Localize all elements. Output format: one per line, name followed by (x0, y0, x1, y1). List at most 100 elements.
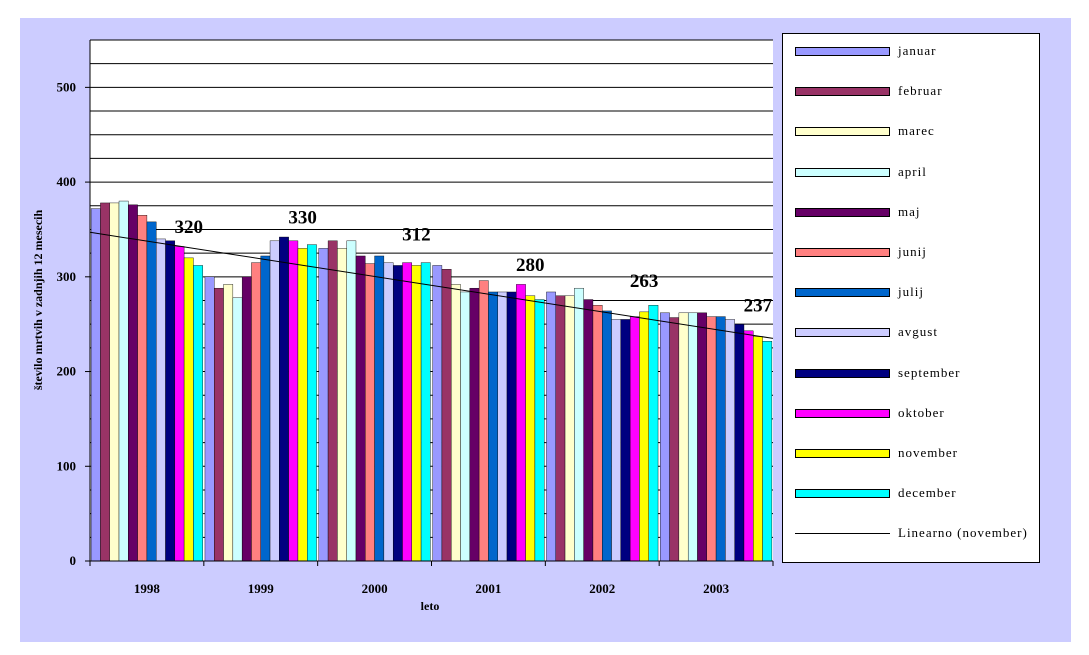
bar-oktober-2000 (402, 262, 412, 562)
legend-item-maj: maj (783, 203, 1039, 223)
legend-item-februar: februar (783, 82, 1039, 102)
legend-swatch (795, 127, 890, 137)
bar-januar-2001 (432, 265, 443, 562)
bar-maj-2000 (355, 255, 366, 562)
legend-label: julij (898, 284, 924, 300)
bar-marec-2001 (451, 284, 461, 562)
bar-november-1998 (183, 257, 194, 562)
bar-avgust-2001 (497, 291, 508, 562)
legend-label: januar (898, 43, 937, 58)
bar-oktober-2001 (516, 284, 526, 562)
bar-maj-2002 (583, 299, 594, 562)
bar-december-2002 (648, 305, 659, 562)
bar-oktober-1999 (288, 240, 299, 562)
bar-marec-2002 (564, 295, 575, 562)
bar-april-2002 (574, 287, 584, 562)
legend-item-julij: julij (783, 283, 1039, 303)
y-tick-label: 300 (57, 269, 77, 284)
bar-junij-2001 (478, 280, 489, 562)
legend-swatch (795, 449, 890, 458)
legend-swatch (795, 489, 890, 499)
bar-april-2000 (346, 240, 357, 562)
legend-label: december (898, 485, 957, 501)
data-labels: 320 330 312 280 263 237 (175, 207, 773, 316)
bar-november-2003 (753, 336, 763, 562)
axes: 0 100 200 300 400 500 1998 1999 2000 2001 2002 2003 (57, 40, 774, 596)
bar-marec-2003 (678, 312, 689, 562)
bar-november-2000 (411, 265, 422, 562)
bar-april-1999 (232, 297, 243, 562)
bar-september-2002 (620, 319, 631, 562)
bar-december-1999 (307, 244, 317, 562)
bar-februar-2003 (669, 317, 680, 562)
legend-line (795, 533, 890, 535)
y-tick-label: 200 (57, 364, 77, 379)
trendline (89, 231, 774, 339)
bar-junij-2000 (365, 263, 375, 562)
bar-december-1998 (193, 265, 203, 562)
bar-november-2001 (525, 295, 536, 562)
data-label-2000: 312 (402, 224, 431, 245)
legend-label: avgust (898, 324, 938, 340)
y-tick-label: 100 (57, 458, 77, 473)
x-tick-label-2003: 2003 (703, 581, 730, 596)
legend-label: september (898, 364, 961, 380)
y-tick-label: 0 (70, 553, 77, 568)
legend-item-junij: junij (783, 243, 1039, 263)
bar-januar-2003 (660, 312, 670, 562)
legend-swatch (795, 248, 890, 257)
bar-oktober-1998 (174, 246, 185, 562)
bar-september-1998 (165, 240, 176, 562)
legend-item-december: december (783, 484, 1039, 504)
legend-label: april (898, 163, 927, 179)
x-axis-title: leto (421, 599, 440, 613)
x-tick-label-1998: 1998 (134, 581, 161, 596)
legend-swatch (795, 207, 890, 217)
gridlines (90, 39, 773, 538)
bar-maj-2001 (469, 287, 480, 562)
legend-swatch (795, 368, 890, 378)
bar-september-2000 (392, 265, 403, 562)
bar-maj-1999 (241, 276, 252, 562)
bar-november-1999 (297, 248, 308, 562)
data-label-1999: 330 (288, 207, 317, 228)
legend-swatch (795, 408, 890, 418)
bar-april-2001 (460, 291, 471, 562)
bar-marec-2000 (337, 248, 347, 562)
legend-swatch (795, 328, 890, 338)
y-axis-title: število mrtvih v zadnjih 12 mesecih (31, 210, 45, 391)
data-label-1998: 320 (175, 217, 204, 238)
bar-julij-2002 (602, 310, 612, 562)
bar-december-2003 (762, 341, 773, 562)
bar-maj-2003 (697, 312, 707, 562)
legend-label: oktober (898, 404, 945, 420)
legend-swatch (795, 47, 890, 56)
bar-julij-2001 (488, 291, 498, 562)
bar-avgust-1999 (269, 240, 280, 562)
bar-marec-1998 (109, 202, 120, 562)
bar-september-1999 (279, 236, 289, 562)
legend-label: februar (898, 83, 943, 99)
legend-label: marec (898, 123, 935, 139)
bar-april-2003 (687, 312, 698, 562)
bar-februar-2001 (441, 269, 452, 562)
legend-item-september: september (783, 364, 1039, 384)
bar-september-2001 (506, 291, 517, 562)
bar-junij-2002 (592, 305, 603, 562)
bar-avgust-2000 (383, 262, 394, 562)
legend-swatch (795, 288, 890, 298)
x-tick-label-2002: 2002 (589, 581, 615, 596)
bar-avgust-2003 (725, 319, 735, 562)
legend-label: november (898, 445, 958, 460)
y-tick-label: 400 (57, 174, 77, 189)
bar-december-2001 (534, 299, 545, 562)
x-tick-label-2000: 2000 (362, 581, 388, 596)
bar-februar-1999 (214, 287, 224, 562)
bar-julij-1998 (146, 221, 157, 562)
bar-oktober-2003 (743, 330, 754, 562)
bar-november-2002 (639, 311, 649, 562)
bar-december-2000 (420, 262, 431, 562)
bar-januar-2000 (318, 248, 329, 562)
legend-swatch (795, 87, 890, 97)
bar-julij-2000 (374, 255, 385, 562)
